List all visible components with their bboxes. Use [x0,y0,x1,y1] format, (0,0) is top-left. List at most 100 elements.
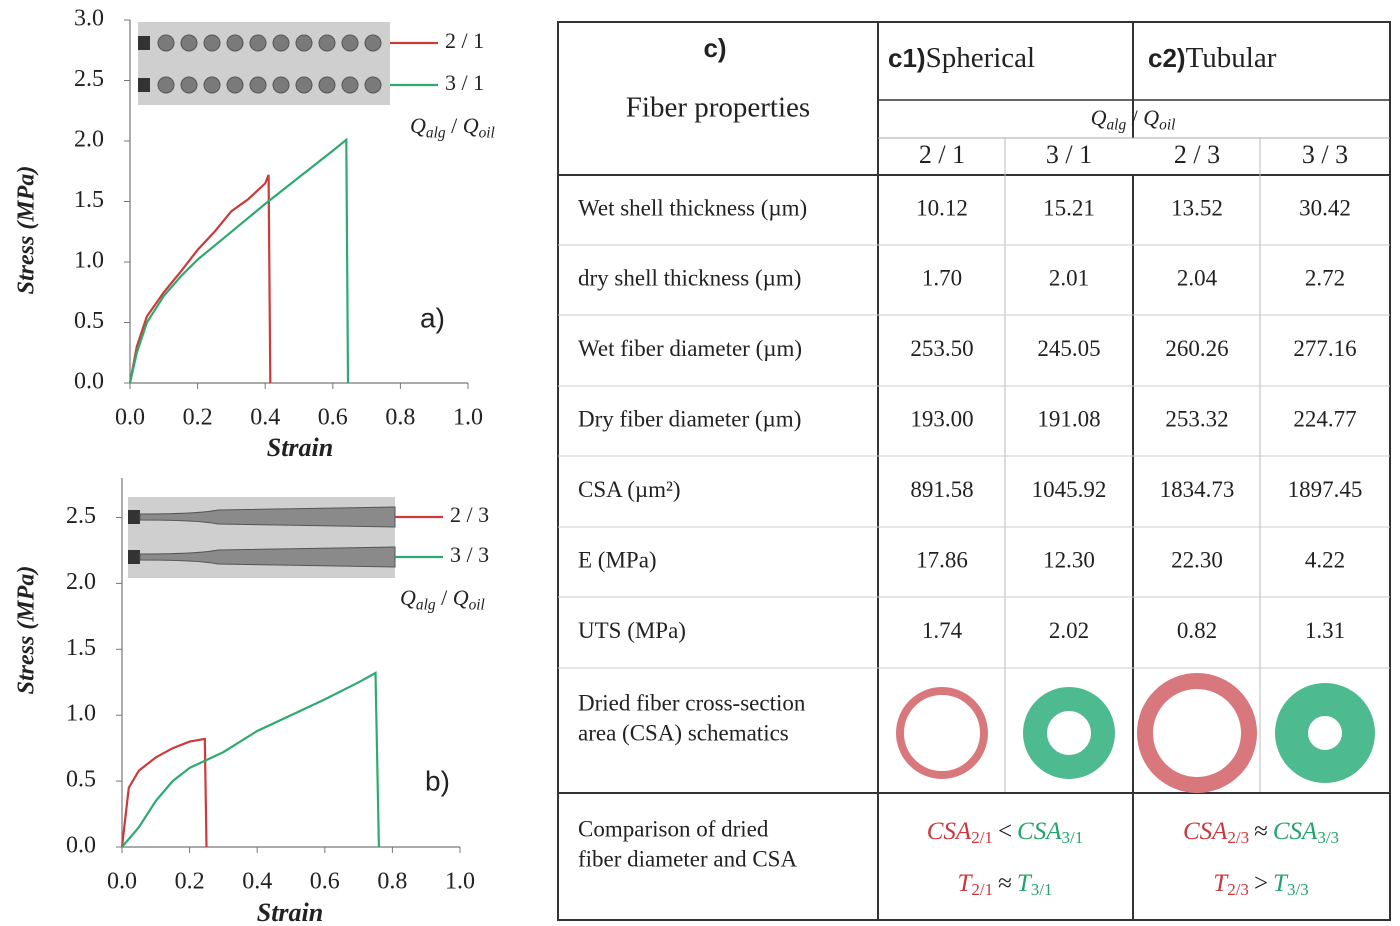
separator: / [1126,105,1143,130]
quantity-label: Qalg / Qoil [400,585,485,613]
x-axis-title: Strain [257,898,324,926]
y-tick-label: 2.0 [74,127,104,153]
droplet [249,34,267,52]
operator: ≈ [1254,818,1268,845]
lhs-sub: 2/3 [1227,828,1249,847]
y-tick-label: 0.5 [66,767,96,793]
quantity-label: Qalg / Qoil [410,113,495,141]
y-tick-label: 1.0 [66,701,96,727]
cell-value: 30.42 [1299,195,1351,220]
y-tick-label: 3.0 [74,6,104,32]
legend-label: 3 / 3 [450,542,489,567]
group-header: c2)Tubular [1148,42,1277,74]
subscript: oil [479,124,495,141]
legend-label: 3 / 1 [445,70,484,95]
rhs-sub: 3/3 [1317,828,1339,847]
subscript: alg [1106,116,1126,133]
cell-value: 4.22 [1305,547,1345,572]
row-label: fiber diameter and CSA [578,846,797,871]
lhs: T [957,870,973,897]
cell-value: 12.30 [1043,547,1095,572]
cell-value: 17.86 [916,547,968,572]
lhs-sub: 2/3 [1227,880,1249,899]
rhs: T [1273,870,1289,897]
cell-value: 1045.92 [1032,477,1107,502]
cell-value: 245.05 [1037,336,1100,361]
subscript: alg [426,124,446,141]
cell-value: 1.70 [922,265,962,290]
y-tick-label: 0.0 [66,833,96,859]
cell-value: 2.72 [1305,265,1345,290]
row-label: dry shell thickness (µm) [578,265,801,290]
table-panel-label: c) [703,33,726,63]
droplet [272,76,290,94]
x-tick-label: 0.2 [175,869,205,895]
y-tick-label: 2.5 [74,66,104,92]
x-tick-label: 0.2 [183,405,213,431]
y-tick-label: 1.0 [74,248,104,274]
row-label: Dry fiber diameter (µm) [578,406,801,431]
cell-value: 2.04 [1177,265,1218,290]
lhs-sub: 2/1 [971,828,993,847]
cell-value: 0.82 [1177,618,1217,643]
nozzle [138,78,150,92]
symbol: Q [453,585,469,610]
tube [139,506,396,528]
row-label: area (CSA) schematics [578,720,789,745]
y-tick-label: 0.0 [74,369,104,395]
subscript: oil [1159,116,1175,133]
separator: / [436,585,453,610]
lhs: T [1213,870,1229,897]
nozzle [128,510,140,524]
x-tick-label: 0.0 [107,869,137,895]
x-tick-label: 1.0 [445,869,475,895]
legend-label: 2 / 3 [450,502,489,527]
rhs-sub: 3/3 [1287,880,1309,899]
subscript: oil [469,596,485,613]
lhs: CSA [1183,818,1228,845]
cell-value: 10.12 [916,195,968,220]
x-tick-label: 0.4 [242,869,272,895]
y-axis-title: Stress (MPa) [14,166,40,295]
group-header: c1)Spherical [888,42,1035,74]
y-axis-title: Stress (MPa) [14,566,40,695]
panel-label: b) [425,765,450,796]
rhs: T [1017,870,1033,897]
table-corner: Fiber properties [626,92,810,124]
droplet [364,76,382,94]
separator: / [446,113,463,138]
quantity-label: Qalg / Qoil [1091,105,1176,133]
y-tick-label: 2.0 [66,569,96,595]
cell-value: 13.52 [1171,195,1223,220]
symbol: Q [1091,105,1107,130]
lhs: CSA [927,818,972,845]
droplet [272,34,290,52]
row-label: UTS (MPa) [578,618,686,643]
lhs-sub: 2/1 [971,880,993,899]
nozzle [138,36,150,50]
droplet [226,34,244,52]
droplet [295,76,313,94]
cell-value: 22.30 [1171,547,1223,572]
group-label: c1) [888,43,926,73]
comparison: T2/3 > T3/3 [1213,870,1308,899]
droplet [203,34,221,52]
y-tick-label: 1.5 [66,635,96,661]
droplet [157,34,175,52]
row-label: Dried fiber cross-section [578,690,806,715]
cell-value: 253.50 [910,336,973,361]
droplet [364,34,382,52]
cell-value: 1.74 [922,618,963,643]
row-label: CSA (µm²) [578,477,681,502]
ratio-header: 3 / 1 [1046,140,1092,169]
row-label: Wet fiber diameter (µm) [578,336,802,361]
rhs: CSA [1273,818,1318,845]
cell-value: 891.58 [910,477,973,502]
cell-value: 253.32 [1165,406,1228,431]
comparison: CSA2/1 < CSA3/1 [927,818,1083,847]
x-tick-label: 0.0 [115,405,145,431]
panel-label: a) [420,302,445,333]
droplet [341,76,359,94]
droplet [180,76,198,94]
